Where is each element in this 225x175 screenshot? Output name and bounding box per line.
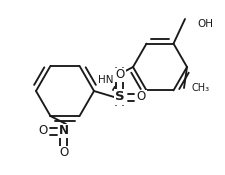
Text: O: O — [136, 90, 145, 103]
Text: CH₃: CH₃ — [191, 83, 209, 93]
Text: O: O — [115, 68, 124, 82]
Text: O: O — [59, 146, 68, 159]
Text: HN: HN — [98, 75, 113, 85]
Text: OH: OH — [196, 19, 212, 29]
Text: O: O — [38, 124, 47, 138]
Text: S: S — [115, 90, 124, 103]
Text: N: N — [59, 124, 69, 138]
